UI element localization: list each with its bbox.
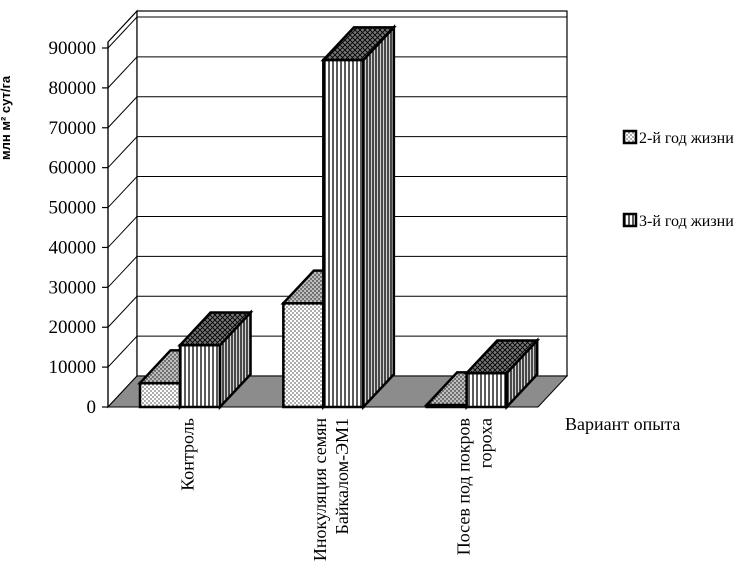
legend: 2-й год жизни 3-й год жизни — [622, 129, 734, 230]
legend-label-series-2: 3-й год жизни — [639, 213, 734, 230]
y-tick-label: 50000 — [49, 198, 97, 219]
category-label-line: Байкалом-ЭМ1 — [332, 418, 352, 535]
gridline-side — [107, 335, 138, 368]
bar-1-2-front — [282, 302, 325, 409]
y-tick-label: 70000 — [49, 118, 97, 139]
category-label-line: гороха — [475, 418, 495, 468]
bar-2-2-side — [362, 24, 396, 411]
category-label-2: Инокуляция семян Байкалом-ЭМ1 — [310, 418, 352, 562]
gridline-side — [107, 216, 138, 248]
side-wall — [107, 9, 138, 409]
bar-2-1-front — [178, 343, 222, 409]
category-label-line: Контроль — [178, 418, 198, 491]
y-tick-label: 10000 — [49, 357, 97, 378]
category-label-line: Посев под покров — [453, 418, 473, 555]
gridline-side — [107, 176, 138, 208]
bars-layer — [137, 24, 541, 411]
category-label-1: Контроль — [178, 418, 198, 491]
bar-2-3-front — [465, 371, 508, 409]
y-tick-label: 90000 — [49, 38, 97, 59]
y-tick-label: 20000 — [49, 317, 97, 338]
bar-2-2-top — [320, 26, 397, 62]
x-axis-label: Вариант опыта — [565, 414, 680, 434]
y-tick-label: 40000 — [49, 237, 97, 258]
gridline-side — [107, 295, 138, 328]
gridline-side — [107, 16, 138, 49]
legend-label-series-1: 2-й год жизни — [639, 130, 734, 147]
y-tick-label: 80000 — [49, 78, 97, 99]
legend-swatch-series-2 — [622, 212, 638, 228]
y-tick-label: 60000 — [49, 158, 97, 179]
bar-1-1-front — [138, 381, 182, 409]
labels-layer: 0 10000 20000 30000 40000 50000 60000 70000 8000… — [49, 38, 496, 561]
gridline-side — [107, 96, 138, 129]
gridline-side — [107, 136, 138, 169]
y-axis-label: млн м² сут/га — [0, 75, 13, 160]
gridline-side — [107, 255, 138, 288]
category-label-line: Инокуляция семян — [310, 418, 330, 562]
bar-2-2-front — [322, 58, 365, 409]
y-tick-label: 30000 — [49, 277, 97, 298]
gridline-side — [107, 56, 138, 89]
y-tick-label: 0 — [87, 397, 97, 418]
bar-2-3-top — [463, 339, 541, 375]
category-label-3: Посев под покров гороха — [453, 418, 495, 555]
bar-2-1-top — [177, 311, 254, 347]
legend-swatch-series-1 — [622, 129, 638, 145]
